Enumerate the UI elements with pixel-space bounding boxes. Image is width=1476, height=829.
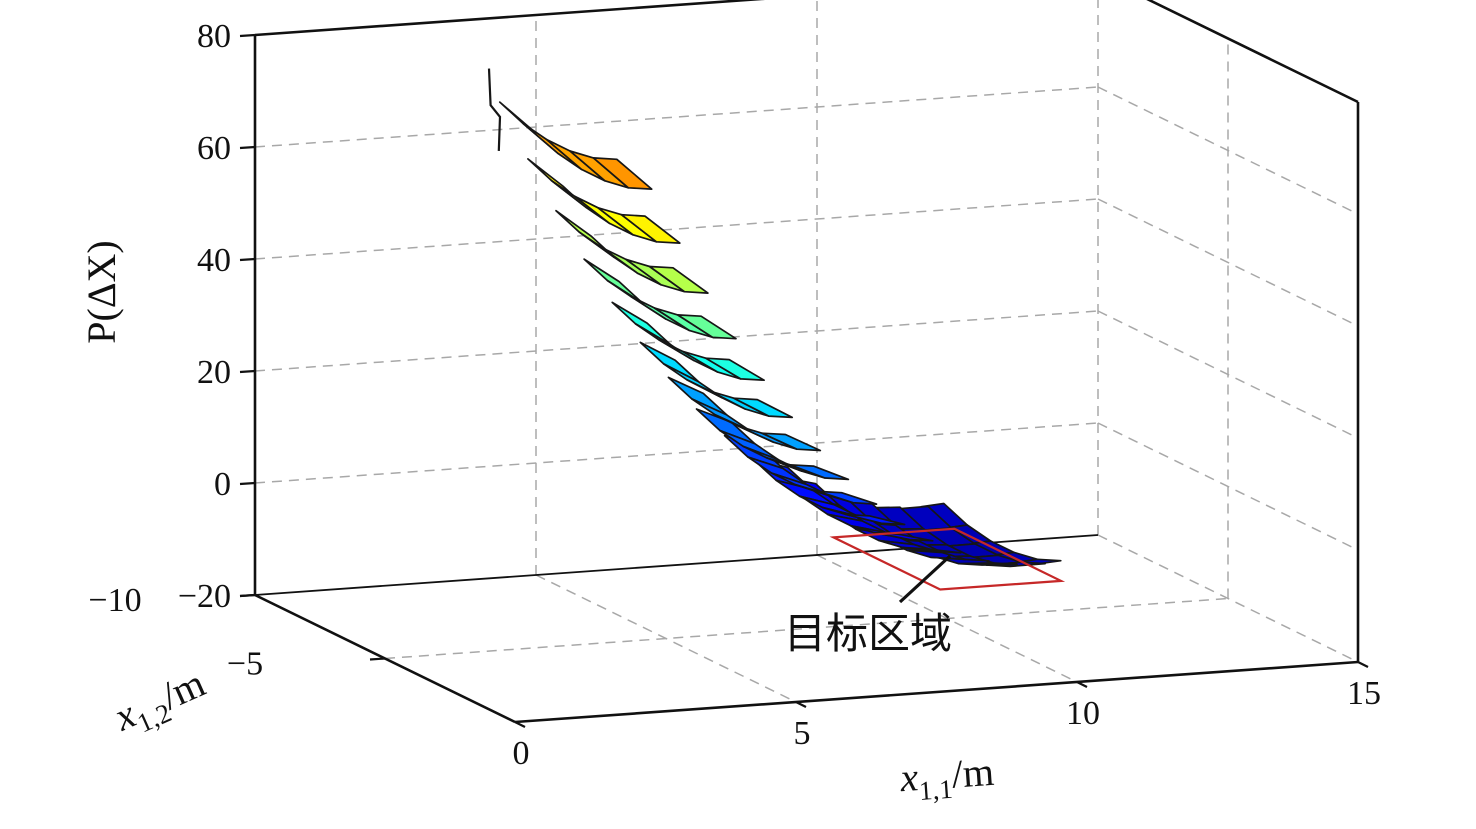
tick-mark bbox=[239, 257, 256, 262]
axis-edge bbox=[514, 660, 1359, 724]
tick-label: −10 bbox=[88, 582, 141, 619]
target-region-box bbox=[829, 527, 1066, 591]
surface-patch bbox=[592, 157, 653, 190]
surface-patch bbox=[817, 490, 878, 505]
grid-line bbox=[254, 198, 1099, 260]
surface-patch bbox=[845, 513, 906, 526]
surface-patch bbox=[761, 432, 822, 452]
surface-patch bbox=[957, 562, 1018, 566]
tick-label: 10 bbox=[1066, 695, 1100, 732]
surface-patch bbox=[611, 301, 672, 346]
tick-mark bbox=[239, 481, 256, 486]
trajectory-polyline bbox=[487, 68, 502, 151]
surface-patch bbox=[704, 357, 765, 382]
surface-patch bbox=[901, 546, 962, 554]
tick-label: 5 bbox=[794, 715, 811, 752]
trajectory-line bbox=[487, 68, 502, 151]
grid-line bbox=[254, 310, 1099, 372]
target-region-annotation: 目标区域 bbox=[784, 612, 952, 658]
y-axis-label: x1,2/m bbox=[107, 660, 215, 746]
grid-line bbox=[254, 422, 1099, 484]
surface-patch bbox=[676, 314, 737, 340]
tick-label: 20 bbox=[197, 354, 231, 391]
surface-patches bbox=[498, 101, 1062, 568]
grid-line bbox=[384, 597, 1229, 660]
tick-label: 80 bbox=[197, 18, 231, 55]
axis-ticks bbox=[239, 33, 1369, 728]
tick-mark bbox=[239, 369, 256, 374]
tick-label: 15 bbox=[1347, 675, 1381, 712]
grid-line bbox=[254, 86, 1099, 148]
surface-patch bbox=[789, 463, 850, 481]
grid-line bbox=[1097, 198, 1359, 327]
tick-label: 0 bbox=[214, 466, 231, 503]
surface-patch bbox=[733, 397, 794, 419]
annotation-leader-line bbox=[898, 554, 952, 604]
axis-edge bbox=[1146, 0, 1359, 104]
tick-mark bbox=[239, 145, 256, 150]
grid-lines bbox=[254, 0, 1359, 703]
tick-label: 40 bbox=[197, 242, 231, 279]
z-axis-label: P(ΔX) bbox=[79, 240, 124, 344]
tick-label: 0 bbox=[513, 735, 530, 772]
surface-patch bbox=[648, 265, 709, 294]
surface-patch bbox=[620, 213, 681, 244]
tick-label: −20 bbox=[178, 578, 231, 615]
tick-mark bbox=[1076, 681, 1088, 688]
target-region-outline bbox=[829, 527, 1066, 591]
tick-labels: 80 60 40 20 0 −20 0 5 10 15 −10 −5 bbox=[88, 18, 1381, 772]
x-axis-label: x1,1/m bbox=[898, 749, 996, 807]
tick-label: −5 bbox=[227, 646, 263, 683]
tick-mark bbox=[369, 657, 386, 661]
tick-label: 60 bbox=[197, 130, 231, 167]
leader-line bbox=[898, 554, 952, 604]
axis-edge bbox=[254, 0, 766, 37]
surface-patch bbox=[639, 341, 700, 383]
tick-mark bbox=[1357, 661, 1369, 668]
tick-mark bbox=[514, 721, 526, 728]
tick-mark bbox=[795, 701, 807, 708]
tick-mark bbox=[239, 33, 256, 38]
tick-mark bbox=[239, 593, 256, 598]
